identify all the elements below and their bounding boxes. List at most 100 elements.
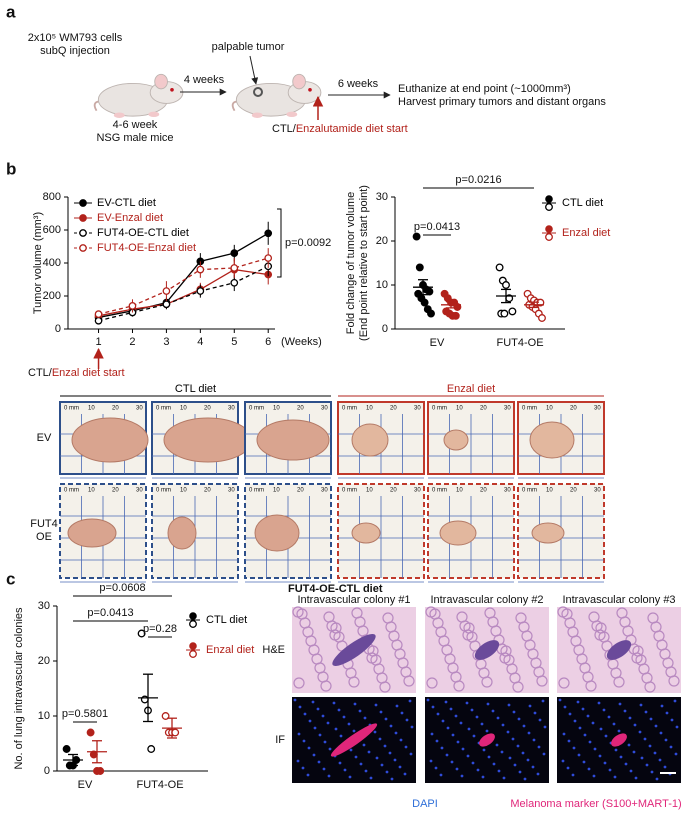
nucleus (644, 710, 648, 714)
point (196, 287, 205, 295)
nucleus (296, 759, 300, 763)
nucleus (603, 761, 607, 765)
annotation: p=0.0608 (99, 582, 145, 594)
row-label: IF (275, 734, 285, 746)
panel-label: b (6, 159, 16, 178)
ruler-label: 20 (390, 406, 397, 412)
point (96, 767, 105, 775)
ruler-label: 10 (180, 488, 187, 494)
nucleus (632, 750, 636, 754)
panel-label: a (6, 2, 16, 21)
y-tick-label: 0 (55, 323, 61, 335)
legend-marker: Melanoma marker (S100+MART-1) (510, 798, 681, 810)
text: 4-6 week (113, 119, 158, 131)
tumor (256, 419, 330, 461)
x-tick-label: 6 (265, 336, 271, 348)
nucleus (518, 770, 522, 774)
nucleus (533, 711, 537, 715)
y-tick-label: 0 (382, 323, 388, 335)
point (264, 254, 273, 262)
nucleus (293, 698, 297, 702)
nucleus (573, 719, 577, 723)
ruler-label: 20 (480, 488, 487, 494)
ruler-label: 10 (456, 488, 463, 494)
nucleus (297, 732, 301, 736)
column-label: Intravascular colony #2 (430, 594, 543, 606)
nucleus (363, 716, 367, 720)
nucleus (302, 739, 306, 743)
nucleus (307, 746, 311, 750)
tissue (647, 612, 659, 624)
nucleus (308, 719, 312, 723)
ruler-label: 10 (273, 406, 280, 412)
marker (479, 733, 495, 747)
colony (332, 634, 376, 666)
text: CTL/Enzalutamide diet start (272, 123, 408, 135)
nucleus (385, 770, 389, 774)
start-label: CTL/Enzal diet start (28, 367, 125, 379)
tissue (558, 677, 570, 689)
tissue (351, 607, 363, 619)
nucleus (342, 715, 346, 719)
nucleus (373, 730, 377, 734)
ruler-label: 20 (480, 406, 487, 412)
nucleus (607, 715, 611, 719)
nucleus (577, 753, 581, 757)
nucleus (398, 765, 402, 769)
nucleus (561, 759, 565, 763)
nucleus (487, 755, 491, 759)
nucleus (576, 700, 580, 704)
annotation: p=0.28 (143, 623, 177, 635)
tissue (367, 645, 379, 657)
tissue (323, 611, 335, 623)
nucleus (449, 707, 453, 711)
y-tick-label: 0 (44, 765, 50, 777)
nucleus (337, 708, 341, 712)
tumor (71, 417, 149, 463)
nucleus (566, 766, 570, 770)
nucleus (359, 762, 363, 766)
ruler-label: 20 (112, 488, 119, 494)
legend-marker (79, 244, 87, 252)
nucleus (475, 715, 479, 719)
text: 4 weeks (184, 74, 225, 86)
legend-label: Enzal diet (562, 227, 610, 239)
nucleus (522, 724, 526, 728)
ruler-label: 10 (366, 488, 373, 494)
point (230, 264, 239, 272)
x-tick-label: 4 (197, 336, 203, 348)
nucleus (338, 761, 342, 765)
text: palpable tumor (212, 41, 285, 53)
y-tick-label: 10 (376, 279, 388, 291)
point (502, 281, 510, 289)
ruler-label: 30 (136, 406, 143, 412)
nucleus (649, 717, 653, 721)
nucleus (332, 701, 336, 705)
tissue (429, 608, 441, 620)
annotation: p=0.5801 (62, 708, 108, 720)
nucleus (465, 701, 469, 705)
x-tick-label: 3 (163, 336, 169, 348)
nucleus (311, 700, 315, 704)
point (451, 311, 460, 320)
legend-label: EV-Enzal diet (97, 212, 163, 224)
nucleus (543, 725, 547, 729)
tissue (382, 612, 394, 624)
nucleus (578, 726, 582, 730)
text: Enzalutamide diet start (296, 123, 408, 135)
y-tick-label: 200 (43, 290, 61, 302)
ruler-label: 20 (570, 488, 577, 494)
ruler-label: 0 mm (432, 488, 447, 494)
point (495, 263, 504, 272)
tissue (296, 608, 308, 620)
text: NSG male mice (96, 132, 173, 144)
legend-marker (79, 229, 87, 237)
nucleus (400, 711, 404, 715)
x-tick-label: FUT4-OE (136, 779, 183, 791)
point (147, 745, 156, 753)
nucleus (568, 712, 572, 716)
nucleus (658, 758, 662, 762)
legend-marker (189, 620, 197, 628)
ruler-label: 20 (297, 488, 304, 494)
ruler-label: 30 (321, 406, 328, 412)
